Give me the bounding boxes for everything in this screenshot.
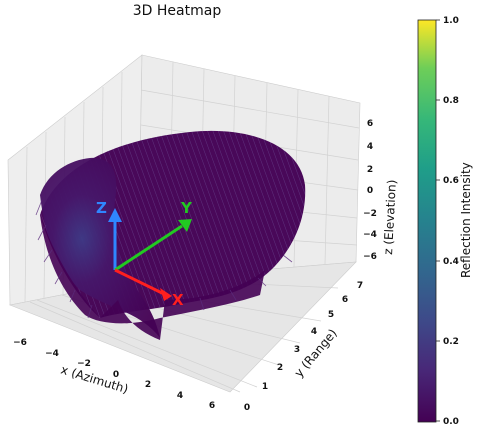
- y-tick-label: 1: [262, 382, 268, 392]
- y-arrow: [114, 224, 183, 272]
- y-arrow-label: Y: [180, 199, 193, 217]
- y-arrow-head: [178, 219, 192, 232]
- colorbar-label: Reflection Intensity: [459, 162, 473, 278]
- surface-fringe: [35, 199, 293, 319]
- y-tick-label: 6: [342, 295, 348, 305]
- y-tick-label: 2: [277, 363, 283, 373]
- colorbar-tick-label: 1.0: [443, 16, 459, 26]
- x-arrow-head: [160, 288, 172, 301]
- y-tick-label: 7: [357, 281, 363, 291]
- z-tick-label: −6: [363, 252, 377, 262]
- z-arrow-label: Z: [96, 199, 107, 217]
- x-arrow: [114, 268, 165, 296]
- z-tick-label: 4: [367, 142, 373, 152]
- colorbar-tick-label: 0.2: [443, 337, 459, 347]
- x-arrow-label: X: [172, 291, 184, 309]
- chart-title: 3D Heatmap: [133, 3, 222, 19]
- x-tick-label: 6: [209, 401, 215, 411]
- z-axis: 6 4 2 0 −2 −4 −6 z (Elevation): [363, 119, 399, 262]
- colorbar-gradient: [417, 19, 437, 423]
- y-tick-label: 3: [294, 345, 300, 355]
- z-axis-label: z (Elevation): [381, 179, 399, 255]
- x-tick-label: −4: [45, 349, 59, 359]
- z-arrow-head: [108, 208, 122, 222]
- x-tick-label: −6: [13, 338, 27, 348]
- x-tick-label: 4: [177, 391, 183, 401]
- z-tick-label: 2: [367, 165, 373, 175]
- surface-front: [40, 157, 160, 338]
- colorbar-tick-label: 0.6: [443, 176, 459, 186]
- colorbar: 1.0 0.8 0.6 0.4 0.2 0.0 Reflection Inten…: [417, 16, 473, 425]
- colorbar-tick-label: 0.0: [443, 417, 459, 425]
- y-tick-label: 4: [311, 327, 317, 337]
- x-tick-label: 0: [113, 370, 119, 380]
- y-tick-label: 0: [244, 403, 250, 413]
- colorbar-tick-label: 0.8: [443, 96, 459, 106]
- x-tick-label: −2: [77, 359, 91, 369]
- z-tick-label: 6: [367, 119, 373, 129]
- z-tick-label: −2: [363, 209, 377, 219]
- x-axis-label: x (Azimuth): [59, 362, 130, 396]
- heatmap-surface: [35, 130, 306, 340]
- y-tick-label: 5: [328, 310, 334, 320]
- coordinate-arrows: Z Y X: [96, 199, 193, 309]
- colorbar-tick-label: 0.4: [443, 257, 459, 267]
- z-tick-label: −4: [363, 230, 377, 240]
- z-tick-label: 0: [367, 186, 373, 196]
- x-tick-label: 2: [145, 380, 151, 390]
